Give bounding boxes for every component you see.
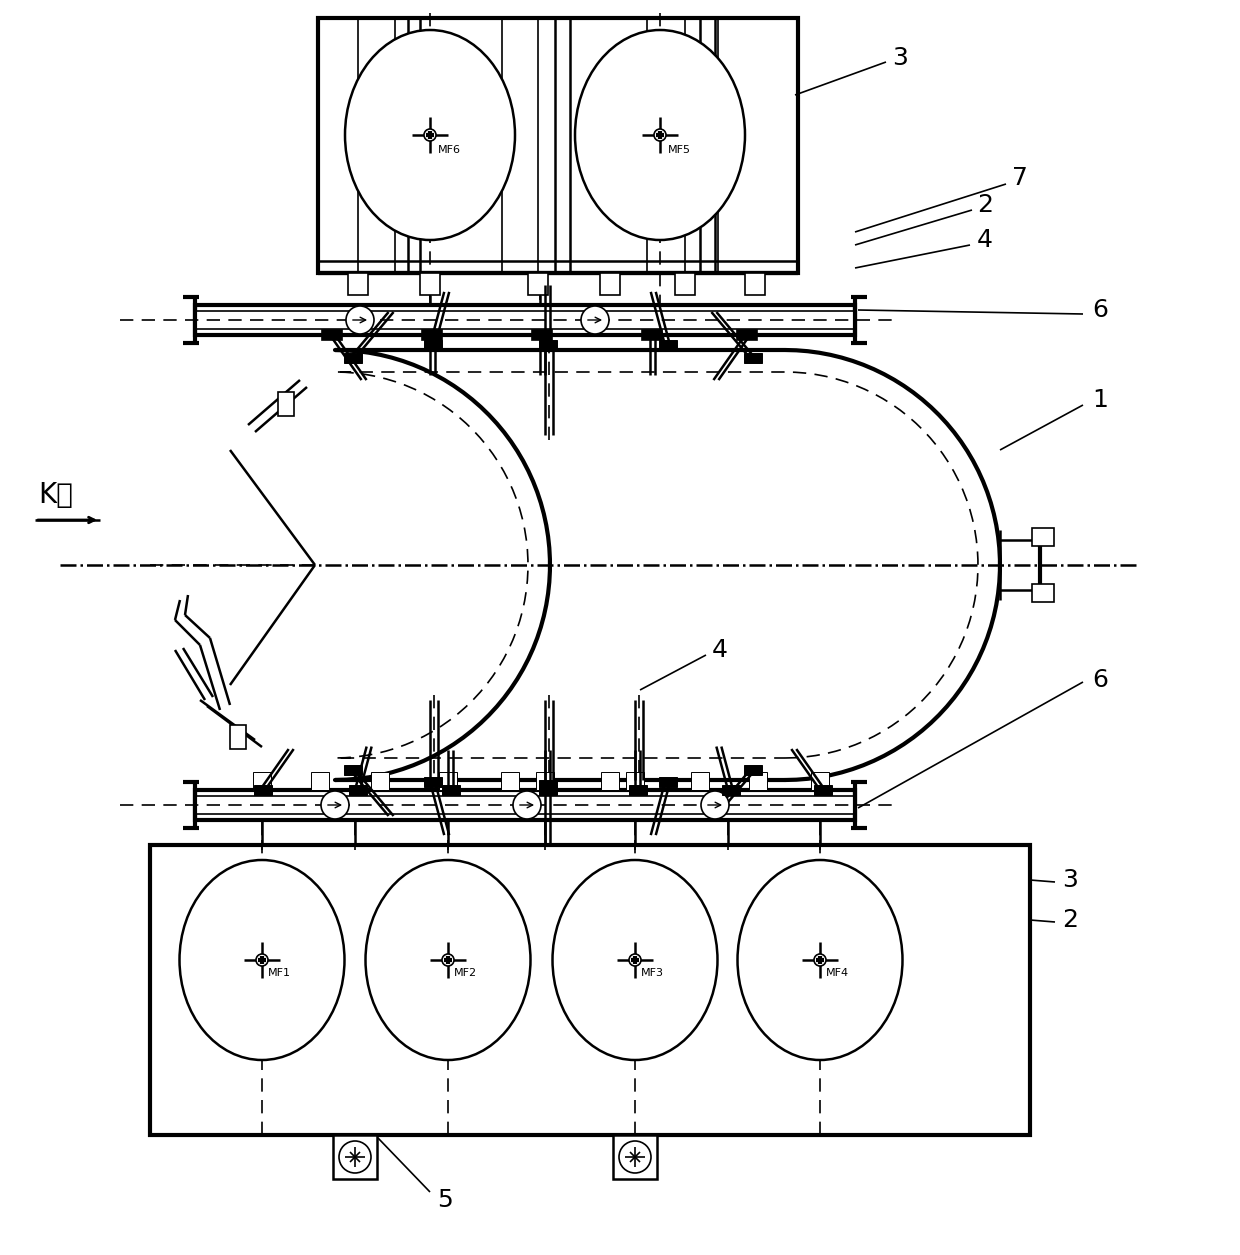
Bar bbox=[195, 311, 856, 329]
Bar bbox=[539, 781, 557, 789]
Text: 2: 2 bbox=[977, 193, 993, 217]
Bar bbox=[539, 340, 557, 350]
Bar bbox=[745, 274, 765, 295]
Bar bbox=[813, 784, 832, 794]
Bar bbox=[424, 777, 441, 787]
Bar bbox=[613, 1135, 657, 1178]
Text: 6: 6 bbox=[1092, 668, 1109, 692]
Bar bbox=[1032, 584, 1054, 602]
Text: K向: K向 bbox=[38, 481, 73, 510]
Bar bbox=[348, 274, 368, 295]
Bar bbox=[343, 766, 362, 776]
Bar bbox=[691, 772, 709, 789]
Ellipse shape bbox=[738, 860, 903, 1060]
Bar bbox=[195, 789, 856, 820]
Ellipse shape bbox=[553, 860, 718, 1060]
Bar bbox=[744, 353, 763, 363]
Circle shape bbox=[321, 791, 348, 820]
Bar bbox=[254, 784, 272, 794]
Bar bbox=[501, 772, 520, 789]
Circle shape bbox=[339, 1141, 371, 1173]
Ellipse shape bbox=[575, 30, 745, 240]
Text: 5: 5 bbox=[438, 1188, 453, 1212]
Text: 4: 4 bbox=[977, 228, 993, 252]
Bar bbox=[722, 784, 740, 794]
Bar bbox=[441, 784, 460, 794]
Bar bbox=[749, 772, 768, 789]
Bar bbox=[626, 772, 644, 789]
Bar bbox=[528, 274, 548, 295]
Bar bbox=[811, 772, 830, 789]
Text: 6: 6 bbox=[1092, 297, 1109, 323]
Text: MF5: MF5 bbox=[668, 146, 691, 156]
Bar bbox=[601, 772, 619, 789]
Circle shape bbox=[619, 1141, 651, 1173]
Text: 3: 3 bbox=[892, 46, 908, 70]
Ellipse shape bbox=[366, 860, 531, 1060]
Circle shape bbox=[653, 129, 666, 141]
Bar bbox=[600, 274, 620, 295]
Circle shape bbox=[582, 306, 609, 334]
Text: 2: 2 bbox=[1061, 909, 1078, 932]
Bar bbox=[334, 1135, 377, 1178]
Bar bbox=[278, 392, 294, 415]
Bar bbox=[420, 274, 440, 295]
Polygon shape bbox=[335, 350, 999, 781]
Circle shape bbox=[513, 791, 541, 820]
Bar bbox=[317, 18, 799, 274]
Bar bbox=[343, 353, 362, 363]
Bar bbox=[658, 340, 677, 350]
Bar bbox=[642, 330, 662, 340]
Circle shape bbox=[701, 791, 729, 820]
Bar bbox=[536, 772, 554, 789]
Circle shape bbox=[346, 306, 374, 334]
Circle shape bbox=[441, 954, 454, 966]
Bar bbox=[539, 784, 557, 794]
Bar bbox=[658, 777, 677, 787]
Ellipse shape bbox=[180, 860, 345, 1060]
Bar bbox=[439, 772, 458, 789]
Text: MF3: MF3 bbox=[641, 968, 663, 978]
Circle shape bbox=[629, 954, 641, 966]
Circle shape bbox=[255, 954, 268, 966]
Ellipse shape bbox=[345, 30, 515, 240]
Circle shape bbox=[424, 129, 436, 141]
Bar bbox=[737, 330, 756, 340]
Text: MF2: MF2 bbox=[454, 968, 477, 978]
Bar bbox=[322, 330, 342, 340]
Bar bbox=[422, 330, 441, 340]
Bar bbox=[371, 772, 389, 789]
Bar bbox=[229, 725, 246, 749]
Bar bbox=[311, 772, 329, 789]
Bar bbox=[150, 845, 1030, 1135]
Text: MF4: MF4 bbox=[826, 968, 849, 978]
Bar bbox=[532, 330, 552, 340]
Text: 7: 7 bbox=[1012, 166, 1028, 190]
Bar bbox=[195, 796, 856, 814]
Text: MF6: MF6 bbox=[438, 146, 461, 156]
Circle shape bbox=[813, 954, 826, 966]
Text: 1: 1 bbox=[1092, 388, 1107, 412]
Bar bbox=[629, 784, 647, 794]
Bar bbox=[348, 784, 367, 794]
Text: MF1: MF1 bbox=[268, 968, 291, 978]
Text: 3: 3 bbox=[1063, 868, 1078, 892]
Bar bbox=[675, 274, 694, 295]
Bar bbox=[1032, 528, 1054, 546]
Bar bbox=[253, 772, 272, 789]
Bar bbox=[195, 305, 856, 335]
Bar bbox=[744, 766, 763, 776]
Text: 4: 4 bbox=[712, 638, 728, 661]
Bar bbox=[424, 340, 441, 350]
